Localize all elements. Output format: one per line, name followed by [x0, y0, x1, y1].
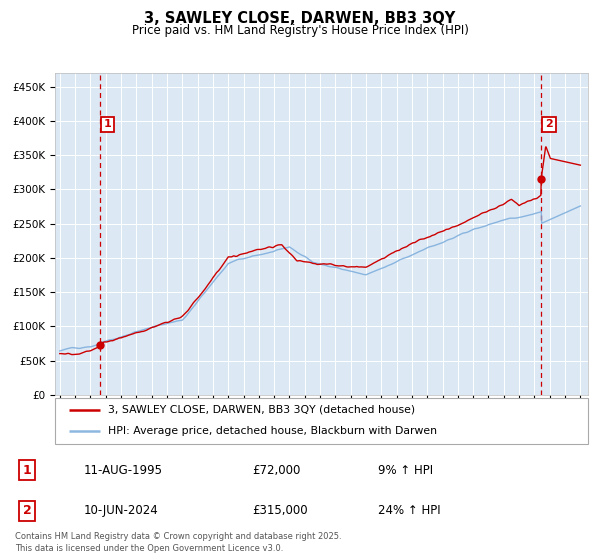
Text: 9% ↑ HPI: 9% ↑ HPI	[378, 464, 433, 477]
Text: 2: 2	[23, 504, 31, 517]
Text: Contains HM Land Registry data © Crown copyright and database right 2025.
This d: Contains HM Land Registry data © Crown c…	[15, 533, 341, 553]
Text: HPI: Average price, detached house, Blackburn with Darwen: HPI: Average price, detached house, Blac…	[109, 426, 437, 436]
Text: 11-AUG-1995: 11-AUG-1995	[84, 464, 163, 477]
Text: 2: 2	[545, 119, 553, 129]
Text: 3, SAWLEY CLOSE, DARWEN, BB3 3QY (detached house): 3, SAWLEY CLOSE, DARWEN, BB3 3QY (detach…	[109, 405, 416, 415]
Text: 1: 1	[103, 119, 111, 129]
FancyBboxPatch shape	[55, 398, 588, 444]
Text: £72,000: £72,000	[252, 464, 301, 477]
Text: 1: 1	[23, 464, 31, 477]
Text: 24% ↑ HPI: 24% ↑ HPI	[378, 504, 440, 517]
Text: 3, SAWLEY CLOSE, DARWEN, BB3 3QY: 3, SAWLEY CLOSE, DARWEN, BB3 3QY	[145, 11, 455, 26]
Text: Price paid vs. HM Land Registry's House Price Index (HPI): Price paid vs. HM Land Registry's House …	[131, 24, 469, 36]
Text: 10-JUN-2024: 10-JUN-2024	[84, 504, 159, 517]
Text: £315,000: £315,000	[252, 504, 308, 517]
